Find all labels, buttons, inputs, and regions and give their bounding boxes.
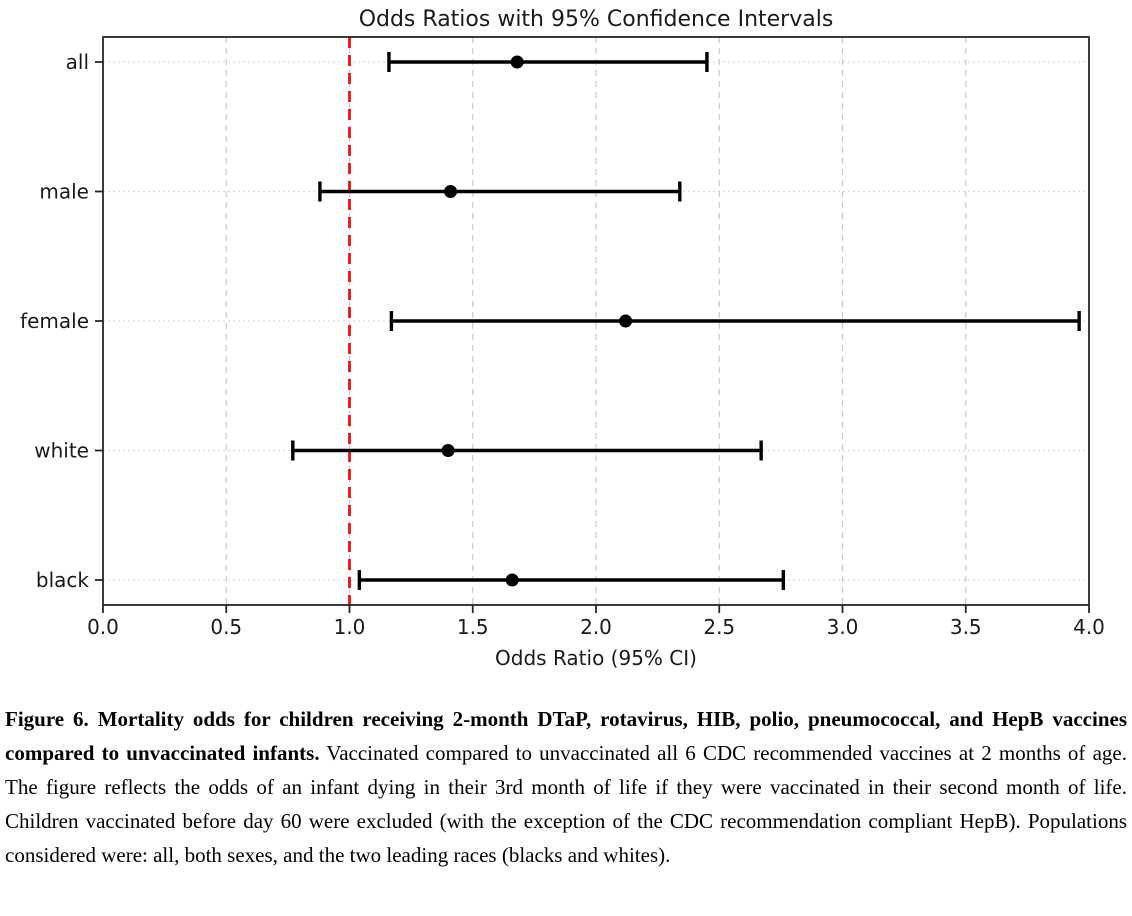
x-tick-label: 1.0 xyxy=(334,615,366,639)
x-tick-label: 4.0 xyxy=(1073,615,1105,639)
figure-caption-text: Vaccinated compared to unvaccinated all … xyxy=(5,741,1127,867)
y-tick-label: black xyxy=(36,568,90,592)
point-marker xyxy=(510,55,524,69)
x-tick-label: 3.0 xyxy=(827,615,859,639)
point-marker xyxy=(444,185,458,198)
figure-caption-title: Figure 6. Mortality odds for children re… xyxy=(5,707,1127,765)
y-tick-label: male xyxy=(39,180,89,204)
forest-plot: 0.0 0.5 1.0 1.5 2.0 2.5 3.0 3.5 4.0 all male female… xyxy=(20,7,1105,670)
chart-title: Odds Ratios with 95% Confidence Interval… xyxy=(359,7,834,32)
x-tick-label: 3.5 xyxy=(950,615,982,639)
x-tick-label: 1.5 xyxy=(457,615,489,639)
x-tick-label: 2.5 xyxy=(703,615,735,639)
y-tick-label: female xyxy=(20,309,89,333)
x-tick-label: 2.0 xyxy=(580,615,612,639)
point-marker xyxy=(619,314,633,328)
point-marker xyxy=(505,573,519,587)
point-marker xyxy=(441,444,455,457)
x-tick-label: 0.0 xyxy=(87,615,119,639)
x-axis-label: Odds Ratio (95% CI) xyxy=(495,646,697,670)
forest-plot-svg: 0.0 0.5 1.0 1.5 2.0 2.5 3.0 3.5 4.0 all male female… xyxy=(20,7,1105,670)
figure-caption: Figure 6. Mortality odds for children re… xyxy=(0,702,1132,872)
x-tick-label: 0.5 xyxy=(210,615,242,639)
y-tick-label: all xyxy=(66,50,89,74)
y-tick-label: white xyxy=(34,439,89,463)
